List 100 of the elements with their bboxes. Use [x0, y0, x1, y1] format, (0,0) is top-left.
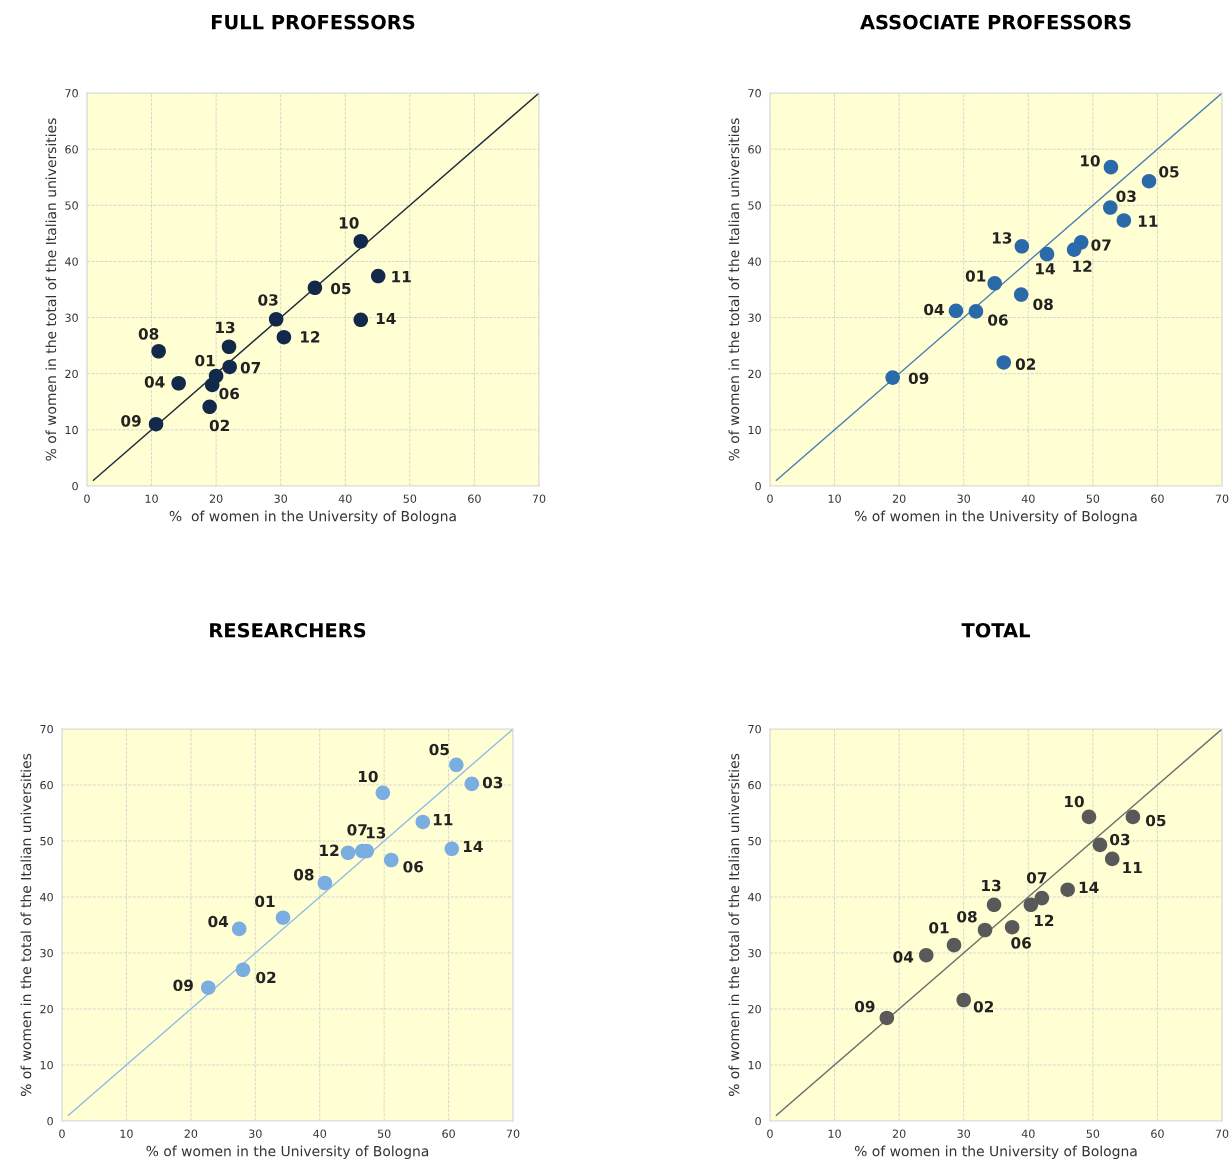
point [231, 921, 247, 937]
point [1014, 239, 1030, 254]
annotation: 12 [1073, 260, 1092, 272]
x-axis-title: % of women in the University of Bologna [169, 510, 456, 525]
annotation: 07 [240, 361, 261, 374]
annotation: 11 [1138, 215, 1158, 227]
annotation: 13 [992, 232, 1012, 244]
annotation: 01 [195, 354, 215, 367]
point [317, 875, 333, 891]
x-tick-label: 10 [120, 1129, 133, 1138]
annotation: 03 [1110, 833, 1130, 846]
annotation: 11 [433, 814, 453, 826]
x-tick-label: 40 [1021, 494, 1035, 503]
point [275, 910, 291, 925]
point [268, 311, 284, 327]
annotation: 09 [908, 372, 929, 385]
y-tick-label: 0 [72, 481, 78, 491]
annotation: 06 [988, 314, 1008, 326]
x-tick-label: 50 [403, 494, 417, 503]
annotation: 03 [258, 294, 278, 306]
point [449, 757, 464, 773]
annotation: 01 [929, 922, 949, 934]
y-tick-label: 30 [65, 313, 78, 322]
chart-title: RESEARCHERS [210, 622, 366, 638]
x-tick-label: 30 [249, 1129, 262, 1138]
y-tick-label: 70 [748, 724, 761, 734]
point [221, 339, 237, 355]
y-tick-label: 20 [40, 1004, 53, 1014]
annotation: 14 [1036, 263, 1055, 275]
annotation: 10 [1065, 795, 1084, 808]
point [202, 399, 217, 415]
x-tick-label: 30 [957, 1129, 971, 1138]
point [375, 785, 391, 801]
annotation: 12 [301, 331, 320, 343]
annotation: 10 [358, 770, 378, 783]
y-tick-label: 60 [65, 145, 78, 154]
point [987, 276, 1002, 291]
annotation: 08 [293, 868, 314, 881]
y-tick-label: 50 [40, 836, 53, 846]
y-tick-label: 20 [748, 1004, 761, 1014]
x-tick-label: 60 [468, 494, 481, 503]
point [879, 1010, 895, 1026]
y-tick-label: 70 [748, 89, 761, 98]
annotation: 03 [1116, 190, 1136, 202]
point [977, 922, 993, 938]
annotation: 14 [1079, 881, 1099, 893]
y-tick-label: 50 [748, 201, 761, 210]
x-tick-label: 10 [828, 1129, 841, 1138]
annotation: 07 [1091, 239, 1111, 251]
annotation: 02 [256, 971, 276, 984]
y-tick-label: 60 [748, 780, 761, 790]
chart-title: TOTAL [961, 622, 1030, 638]
annotation: 09 [854, 1000, 875, 1013]
y-tick-label: 40 [40, 892, 53, 902]
x-tick-label: 70 [1215, 494, 1229, 503]
point [1103, 159, 1119, 175]
y-axis-title: % of women in the total of the Italian universities [728, 753, 740, 1097]
annotation: 06 [403, 860, 424, 873]
annotation: 01 [965, 270, 986, 282]
point [148, 416, 164, 432]
point [1141, 173, 1157, 189]
annotation: 06 [219, 387, 240, 400]
point [948, 303, 964, 319]
x-axis-title: % of women in the University of Bologna [854, 510, 1137, 525]
point [383, 852, 399, 868]
point [956, 992, 971, 1008]
point [151, 343, 166, 359]
y-tick-label: 70 [65, 89, 78, 98]
x-tick-label: 70 [532, 494, 546, 503]
point [1103, 200, 1118, 215]
x-tick-label: 0 [767, 494, 773, 503]
point [353, 233, 369, 249]
point [1125, 809, 1141, 825]
x-tick-label: 40 [1021, 1129, 1035, 1138]
x-tick-label: 0 [767, 1129, 773, 1138]
point [222, 359, 237, 375]
y-tick-label: 40 [748, 892, 761, 902]
point [444, 841, 460, 857]
annotation: 05 [1159, 166, 1179, 178]
x-tick-label: 40 [313, 1129, 327, 1138]
y-tick-label: 0 [755, 481, 761, 491]
y-tick-label: 10 [748, 1060, 761, 1070]
annotation: 02 [209, 419, 229, 432]
point [1004, 919, 1020, 935]
x-tick-label: 20 [892, 494, 906, 503]
y-tick-label: 30 [748, 313, 761, 322]
annotation: 05 [331, 282, 351, 295]
point [340, 845, 356, 861]
annotation: 11 [1123, 861, 1142, 874]
point [370, 268, 386, 284]
y-tick-label: 70 [40, 724, 53, 734]
annotation: 14 [376, 312, 396, 325]
annotation: 07 [1026, 871, 1047, 884]
x-tick-label: 10 [145, 494, 158, 503]
point [235, 962, 251, 978]
point [1039, 246, 1055, 262]
annotation: 10 [339, 217, 359, 229]
annotation: 05 [429, 743, 449, 756]
point [1013, 287, 1029, 302]
x-tick-label: 50 [1086, 494, 1100, 503]
